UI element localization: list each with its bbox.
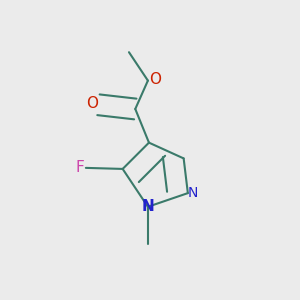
Text: N: N [142,199,154,214]
Text: O: O [149,72,161,87]
Text: O: O [86,96,98,111]
Text: F: F [76,160,84,175]
Text: N: N [188,186,198,200]
